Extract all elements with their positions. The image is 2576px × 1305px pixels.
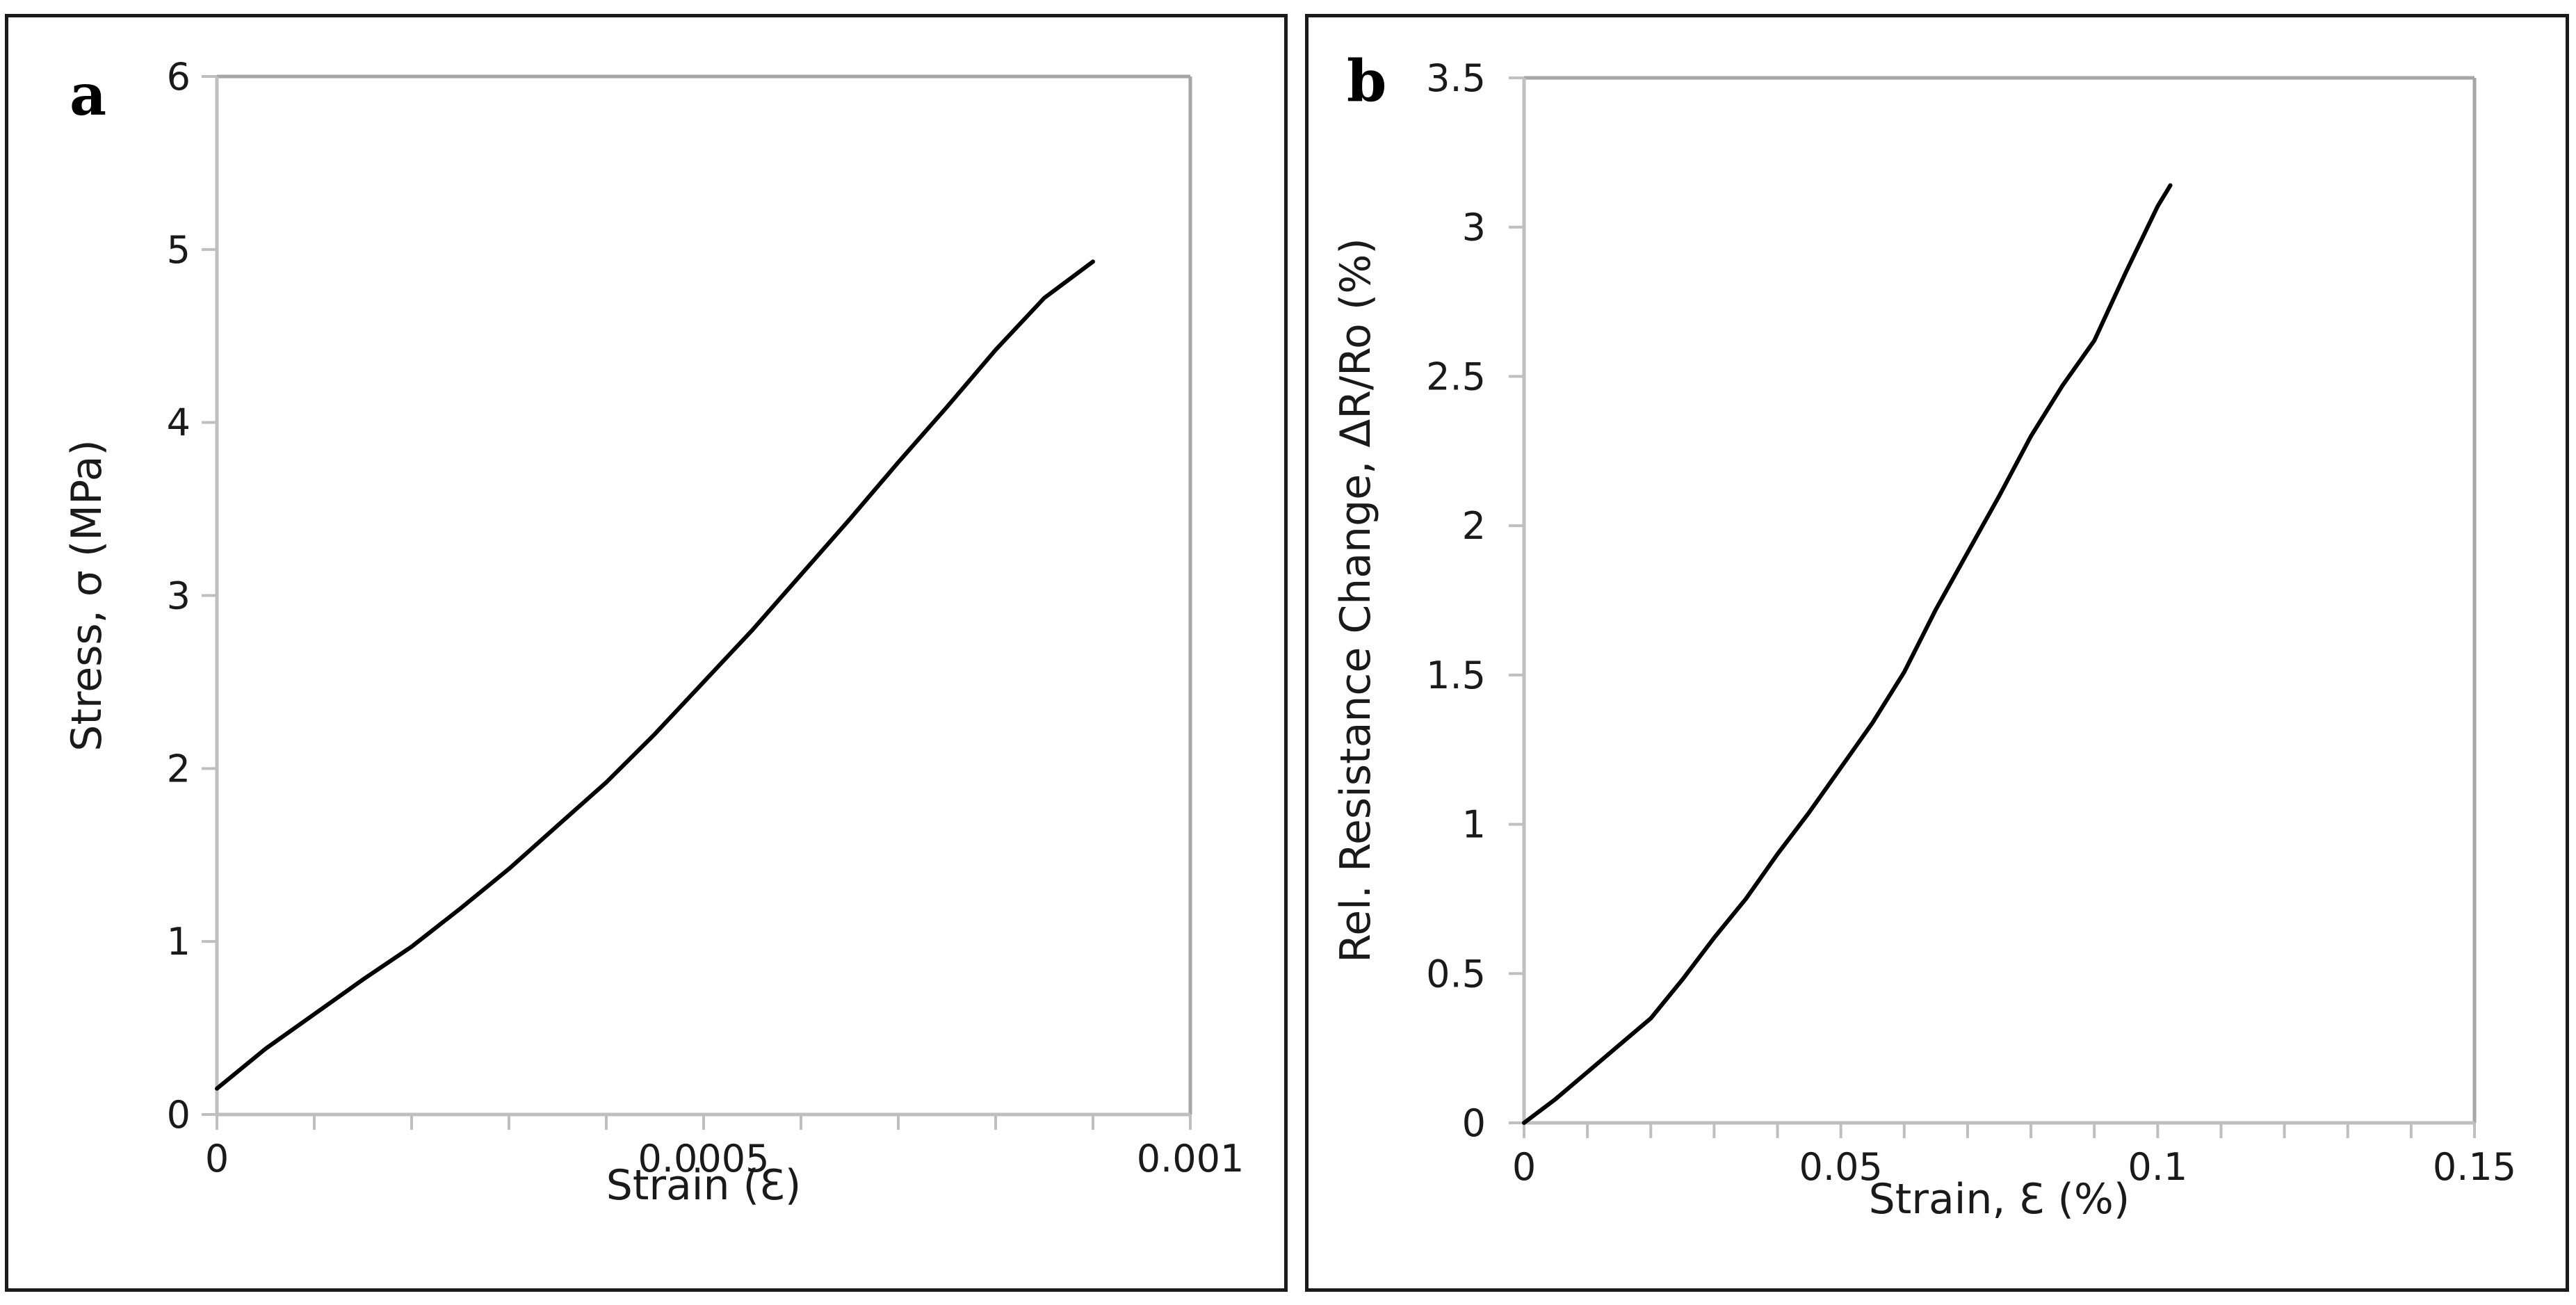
x-tick-label: 0.05 xyxy=(1799,1145,1883,1189)
y-tick-label: 1 xyxy=(1462,803,1486,847)
y-tick-label: 2 xyxy=(1462,504,1486,548)
y-tick-label: 2.5 xyxy=(1426,355,1486,398)
panel-label: b xyxy=(1347,48,1386,115)
y-tick-label: 1 xyxy=(167,920,191,964)
y-tick-label: 0.5 xyxy=(1426,952,1486,996)
series-line xyxy=(215,259,1095,1091)
chart-panel-a: 0 1 2 3 4 5 6 0 0.0005 0.001 Strain (Ɛ) Stress, σ (… xyxy=(5,14,1288,1292)
chart-b-svg: 0 0.5 1 1.5 2 2.5 3 3.5 0 0.05 0.1 0.15 Strain, Ɛ (%… xyxy=(1331,48,2516,1224)
chart-panel-b: 0 0.5 1 1.5 2 2.5 3 3.5 0 0.05 0.1 0.15 Strain, Ɛ (%… xyxy=(1305,14,2569,1292)
x-tick-label: 0.0005 xyxy=(638,1137,770,1181)
x-tick-label: 0.15 xyxy=(2433,1145,2516,1189)
y-tick-label: 3 xyxy=(167,574,191,618)
chart-a-svg: 0 1 2 3 4 5 6 0 0.0005 0.001 Strain (Ɛ) Stress, σ (… xyxy=(63,55,1245,1210)
y-tick-label: 5 xyxy=(167,228,191,272)
x-tick-label: 0 xyxy=(205,1137,229,1181)
y-tick-label: 3.5 xyxy=(1426,56,1486,100)
x-axis-label: Strain (Ɛ) xyxy=(606,1161,802,1210)
y-tick-label: 0 xyxy=(1462,1101,1486,1145)
y-axis-label: Rel. Resistance Change, ΔR/Ro (%) xyxy=(1331,238,1380,963)
y-tick-label: 2 xyxy=(167,747,191,791)
y-tick-label: 1.5 xyxy=(1426,654,1486,697)
y-tick-label: 0 xyxy=(167,1093,191,1137)
x-axis-label: Strain, Ɛ (%) xyxy=(1869,1175,2130,1224)
x-tick-label: 0.001 xyxy=(1137,1137,1245,1181)
x-tick-label: 0.1 xyxy=(2128,1145,2187,1189)
y-tick-label: 3 xyxy=(1462,206,1486,250)
series-line xyxy=(1522,183,2173,1125)
y-axis-label: Stress, σ (MPa) xyxy=(63,439,111,751)
y-tick-label: 6 xyxy=(167,55,191,99)
panel-label: a xyxy=(70,62,106,129)
y-tick-label: 4 xyxy=(167,401,191,445)
x-tick-label: 0 xyxy=(1512,1145,1536,1189)
